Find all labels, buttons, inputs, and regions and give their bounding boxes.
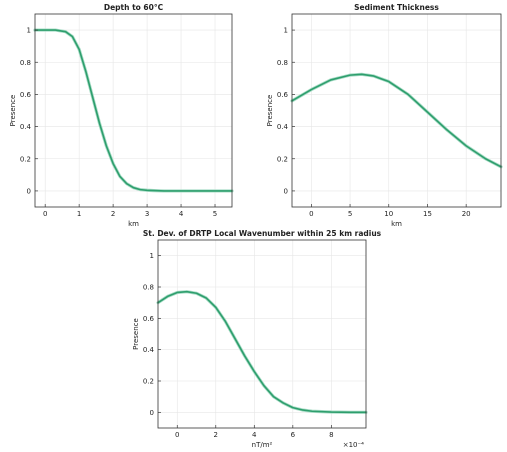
chart-sediment-thickness: 0 5 10 15 20 0 0.2 0.4 0.6 0.8 1 Sediment Thickness…: [266, 3, 503, 228]
y-tick-label: 0.8: [20, 59, 31, 67]
x-tick-label: 5: [348, 210, 352, 218]
y-tick-label: 0.8: [277, 59, 288, 67]
x-tick-label: 2: [214, 431, 218, 439]
x-axis-label: km: [128, 220, 139, 228]
x-tick-label: 10: [384, 210, 393, 218]
y-axis-label: Presence: [9, 95, 17, 127]
series-line: [157, 290, 367, 414]
chart-title: Depth to 60°C: [104, 3, 164, 12]
plot-frame: [291, 13, 502, 208]
x-tick-label: 0: [175, 431, 179, 439]
chart-title: Sediment Thickness: [354, 3, 439, 12]
x-tick-label: 4: [252, 431, 257, 439]
y-tick-label: 0.8: [143, 284, 154, 292]
x-tick-label: 0: [309, 210, 313, 218]
y-tick-label: 0.4: [20, 123, 32, 131]
x-tick-label: 8: [329, 431, 333, 439]
x-axis-label: nT/m²: [252, 441, 273, 449]
series-line-glow: [290, 72, 503, 169]
x-tick-label: 5: [213, 210, 217, 218]
y-tick-label: 0.6: [20, 91, 32, 99]
y-tick-label: 0.4: [143, 346, 155, 354]
x-exponent-label: ×10⁻⁴: [343, 441, 364, 449]
y-tick-label: 0.6: [143, 315, 155, 323]
series-line: [291, 73, 502, 168]
y-tick-label: 0.2: [143, 378, 154, 386]
y-tick-label: 0.2: [20, 155, 31, 163]
y-tick-label: 1: [284, 27, 288, 35]
y-tick-label: 1: [27, 27, 31, 35]
chart-depth-to-60c: 0 1 2 3 4 5 0 0.2 0.4 0.6 0.8 1 Depth to 60°C km Prese…: [9, 3, 234, 228]
y-axis-label: Presence: [266, 95, 274, 127]
series-line-glow: [33, 28, 234, 193]
x-tick-label: 4: [179, 210, 184, 218]
x-tick-label: 2: [111, 210, 115, 218]
y-tick-label: 0: [284, 187, 288, 195]
x-tick-label: 0: [43, 210, 47, 218]
y-tick-label: 0: [27, 187, 31, 195]
series-line-glow: [156, 290, 368, 414]
chart-title: St. Dev. of DRTP Local Wavenumber within…: [143, 229, 382, 238]
x-tick-label: 15: [423, 210, 432, 218]
plot-frame: [157, 239, 367, 429]
y-tick-label: 0.4: [277, 123, 289, 131]
x-tick-label: 1: [77, 210, 81, 218]
chart-st-dev-drtp-wavenumber: 0 2 4 6 8 0 0.2 0.4 0.6 0.8 1 St. Dev. of DRTP Loca…: [132, 229, 382, 449]
plot-frame: [34, 13, 233, 208]
y-tick-label: 1: [150, 252, 154, 260]
y-tick-label: 0.2: [277, 155, 288, 163]
x-axis-label: km: [391, 220, 402, 228]
y-axis-label: Presence: [132, 318, 140, 350]
y-tick-label: 0: [150, 409, 154, 417]
x-tick-label: 20: [462, 210, 471, 218]
x-tick-label: 3: [145, 210, 149, 218]
y-tick-label: 0.6: [277, 91, 289, 99]
series-line: [34, 29, 233, 192]
x-tick-label: 6: [291, 431, 296, 439]
